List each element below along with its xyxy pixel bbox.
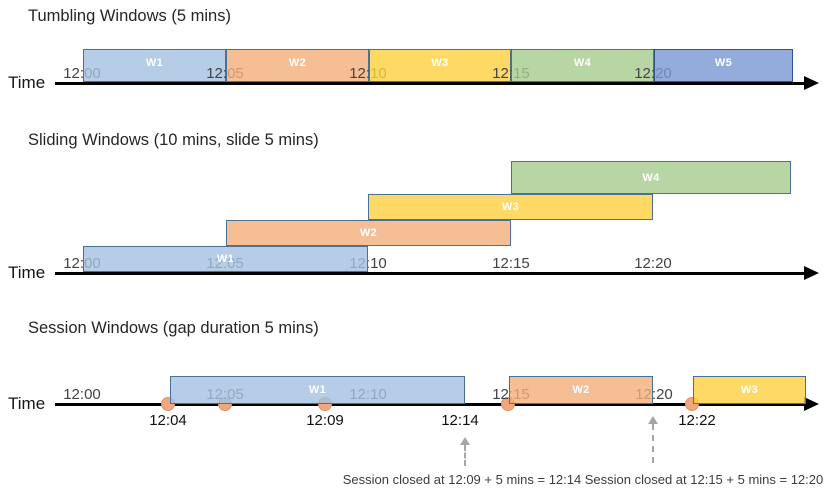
window-label: W2 [288, 57, 307, 69]
time-axis-line-sliding [55, 271, 806, 275]
time-tick-label: 12:20 [634, 255, 672, 272]
window-label: W5 [714, 57, 733, 69]
event-time-label: 12:22 [678, 412, 716, 429]
time-axis-arrowhead-tumbling [804, 76, 819, 90]
time-axis-label-sliding: Time [8, 263, 46, 282]
event-time-label: 12:09 [306, 412, 344, 429]
window-box-tumbling-w1: W1 [83, 49, 226, 82]
time-axis-label-session: Time [8, 394, 46, 413]
window-box-tumbling-w5: W5 [654, 49, 793, 82]
window-box-sliding-w2: W2 [226, 220, 511, 246]
window-box-session-w2: W2 [509, 376, 653, 404]
window-label: W1 [145, 57, 164, 69]
time-axis-arrowhead-sliding [804, 266, 819, 280]
window-box-sliding-w3: W3 [368, 194, 653, 220]
window-label: W3 [431, 57, 449, 69]
window-label: W2 [359, 227, 378, 239]
session-close-annotation: Session closed at 12:15 + 5 mins = 12:20 [584, 472, 824, 487]
window-label: W1 [216, 253, 235, 265]
window-label: W3 [740, 384, 759, 396]
time-tick-label: 12:15 [492, 255, 530, 272]
window-box-tumbling-w3: W3 [369, 49, 511, 82]
event-time-label: 12:04 [149, 412, 187, 429]
section-title-sliding: Sliding Windows (10 mins, slide 5 mins) [28, 131, 319, 149]
window-box-tumbling-w4: W4 [511, 49, 654, 82]
session-close-arrow-line [652, 424, 654, 463]
session-close-arrow-head [460, 437, 470, 445]
time-axis-line-tumbling [55, 81, 806, 85]
window-box-tumbling-w2: W2 [226, 49, 369, 82]
window-box-sliding-w1: W1 [83, 246, 368, 272]
window-label: W3 [501, 201, 520, 213]
time-axis-arrowhead-session [804, 397, 819, 411]
window-label: W2 [572, 384, 590, 396]
session-close-arrow-head [648, 416, 658, 424]
session-close-annotation: Session closed at 12:09 + 5 mins = 12:14 [342, 472, 582, 487]
event-time-label: 12:14 [441, 412, 479, 429]
window-label: W4 [573, 57, 592, 69]
window-box-session-w3: W3 [693, 376, 806, 404]
window-label: W4 [642, 171, 660, 184]
session-close-arrow-line [464, 445, 466, 466]
window-box-session-w1: W1 [170, 376, 465, 404]
section-title-tumbling: Tumbling Windows (5 mins) [28, 7, 231, 25]
time-axis-label-tumbling: Time [8, 73, 46, 92]
time-axis-line-session [55, 402, 806, 406]
window-label: W1 [308, 384, 327, 396]
time-tick-label: 12:00 [63, 386, 101, 403]
window-box-sliding-w4: W4 [511, 161, 791, 194]
section-title-session: Session Windows (gap duration 5 mins) [28, 319, 319, 337]
